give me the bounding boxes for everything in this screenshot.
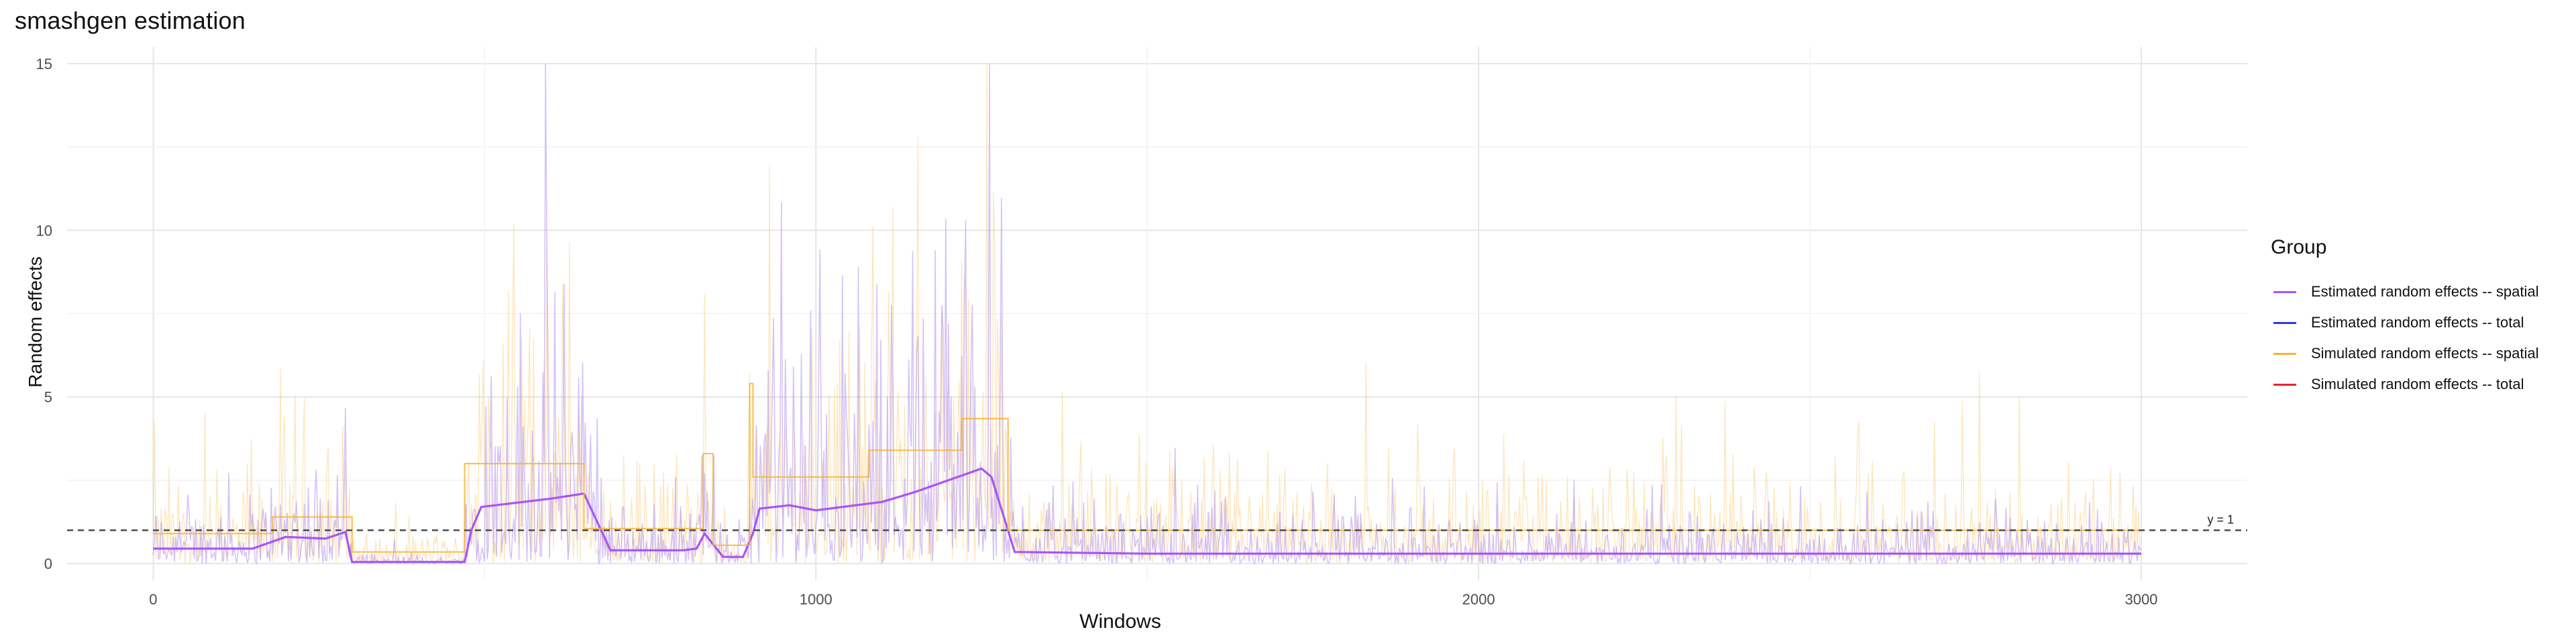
estimated-noise bbox=[152, 63, 2141, 566]
legend-key-sim-total bbox=[2273, 383, 2296, 386]
legend-key-sim-spatial bbox=[2273, 352, 2296, 355]
series-line-0 bbox=[153, 467, 2141, 564]
legend-label-est-total: Estimated random effects -- total bbox=[2311, 314, 2524, 331]
x-tick-label: 2000 bbox=[1462, 591, 1495, 608]
x-tick-label: 1000 bbox=[800, 591, 833, 608]
y-tick-label: 5 bbox=[44, 389, 52, 406]
series-line-2 bbox=[153, 382, 2141, 553]
legend: Group Estimated random effects -- spatia… bbox=[2271, 236, 2539, 400]
chart-title: smashgen estimation bbox=[15, 7, 246, 34]
legend-item-sim-spatial: Simulated random effects -- spatial bbox=[2271, 338, 2539, 369]
x-axis-label: Windows bbox=[1079, 610, 1161, 633]
series-layer bbox=[153, 382, 2141, 564]
legend-item-est-spatial: Estimated random effects -- spatial bbox=[2271, 276, 2539, 307]
legend-label-sim-total: Simulated random effects -- total bbox=[2311, 376, 2524, 392]
legend-key-est-total bbox=[2273, 321, 2296, 324]
legend-item-sim-total: Simulated random effects -- total bbox=[2271, 369, 2539, 400]
major-grid bbox=[67, 47, 2247, 580]
legend-label-est-spatial: Estimated random effects -- spatial bbox=[2311, 283, 2539, 300]
legend-key-est-spatial bbox=[2273, 290, 2296, 293]
reference-line: y = 1 bbox=[67, 513, 2247, 531]
legend-title: Group bbox=[2271, 236, 2327, 258]
minor-grid bbox=[67, 47, 2247, 580]
y-tick-label: 15 bbox=[36, 56, 52, 72]
x-tick-label: 3000 bbox=[2125, 591, 2157, 608]
x-tick-label: 0 bbox=[149, 591, 157, 608]
hline-label: y = 1 bbox=[2207, 513, 2234, 526]
y-tick-label: 0 bbox=[44, 555, 52, 572]
tick-labels: 0 1000 2000 3000 0 5 10 15 bbox=[36, 56, 2158, 608]
y-tick-label: 10 bbox=[36, 222, 52, 239]
legend-label-sim-spatial: Simulated random effects -- spatial bbox=[2311, 345, 2539, 362]
legend-item-est-total: Estimated random effects -- total bbox=[2271, 307, 2539, 338]
